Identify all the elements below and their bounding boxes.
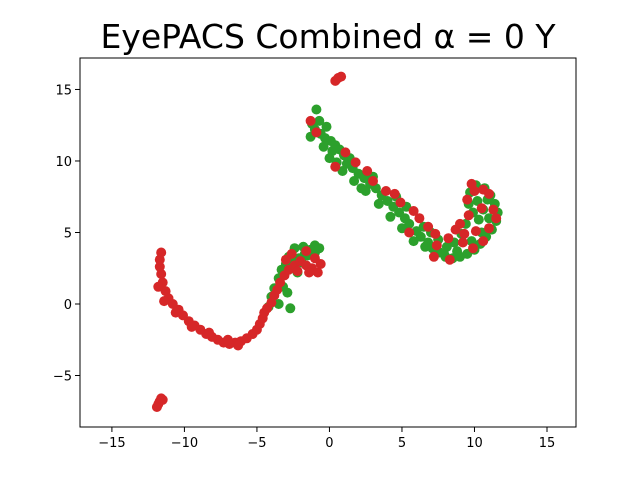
scatter-point xyxy=(473,214,484,225)
scatter-point xyxy=(282,287,293,298)
x-axis: −15 −10 −5 0 5 10 15 xyxy=(98,427,555,451)
scatter-point xyxy=(314,115,325,126)
y-tick-label: −5 xyxy=(53,370,72,385)
scatter-point xyxy=(309,253,320,264)
scatter-point xyxy=(222,334,233,345)
scatter-point xyxy=(466,178,477,189)
scatter-point xyxy=(311,104,322,115)
y-tick-label: 5 xyxy=(64,226,72,241)
scatter-point xyxy=(404,218,415,229)
scatter-point xyxy=(395,197,406,208)
scatter-point xyxy=(318,141,329,152)
scatter-point xyxy=(468,243,478,254)
plot-area-frame xyxy=(79,57,577,428)
scatter-point xyxy=(470,226,481,237)
scatter-point xyxy=(159,296,170,307)
scatter-point xyxy=(151,402,162,412)
scatter-point xyxy=(305,115,316,126)
scatter-point xyxy=(304,267,315,278)
scatter-point xyxy=(404,227,415,238)
scatter-point xyxy=(385,211,396,222)
scatter-point xyxy=(373,198,384,209)
scatter-point xyxy=(153,281,164,292)
x-tick-label: −10 xyxy=(171,436,198,451)
x-tick-label: 15 xyxy=(539,436,556,451)
scatter-point xyxy=(324,153,335,164)
scatter-point xyxy=(154,261,165,272)
scatter-point xyxy=(186,321,197,332)
scatter-point xyxy=(312,267,323,278)
scatter-point xyxy=(280,254,291,265)
scatter-point xyxy=(472,196,483,206)
x-tick-label: −15 xyxy=(98,436,125,451)
scatter-point xyxy=(381,186,391,196)
scatter-point xyxy=(408,206,419,216)
scatter-point xyxy=(337,166,348,176)
chart-title: EyePACS Combined α = 0 Y xyxy=(100,17,556,56)
x-tick-label: 0 xyxy=(325,436,333,451)
scatter-point xyxy=(356,183,367,194)
scatter-point xyxy=(330,161,341,172)
scatter-point xyxy=(491,213,502,224)
scatter-point xyxy=(459,228,470,239)
scatter-point xyxy=(484,223,494,234)
scatter-point xyxy=(389,188,400,199)
y-tick-label: 15 xyxy=(55,83,72,98)
scatter-point xyxy=(204,327,215,338)
scatter-point xyxy=(478,236,489,247)
x-tick-label: 10 xyxy=(466,436,483,451)
y-tick-label: 0 xyxy=(64,298,72,313)
scatter-point xyxy=(397,223,407,234)
scatter-point xyxy=(336,71,347,82)
scatter-point xyxy=(414,213,425,224)
scatter-point xyxy=(311,127,322,138)
scatter-point xyxy=(484,188,494,199)
scatter-point xyxy=(431,240,442,251)
scatter-point xyxy=(463,210,474,221)
scatter-point xyxy=(428,251,439,262)
scatter-point xyxy=(462,194,473,205)
scatter-point xyxy=(423,221,434,232)
scatter-point xyxy=(170,307,181,318)
y-tick-label: 10 xyxy=(55,155,72,170)
scatter-point xyxy=(349,176,360,186)
scatter-point xyxy=(233,340,244,351)
scatter-point xyxy=(444,254,455,265)
scatter-point xyxy=(415,231,426,242)
scatter-point xyxy=(430,228,441,239)
scatter-point xyxy=(457,237,468,248)
scatter-point xyxy=(156,247,167,258)
scatter-point xyxy=(443,233,454,244)
scatter-point xyxy=(350,157,361,168)
scatter-point xyxy=(476,203,487,214)
scatter-point xyxy=(321,121,332,132)
y-axis: −5 0 5 10 15 xyxy=(53,83,80,385)
scatter-point xyxy=(368,176,378,186)
scatter-point xyxy=(314,243,325,254)
scatter-point xyxy=(408,236,419,247)
x-tick-label: −5 xyxy=(247,436,266,451)
scatter-point xyxy=(488,204,499,215)
scatter-point xyxy=(301,246,312,257)
scatter-point xyxy=(420,241,431,252)
scatter-point xyxy=(340,147,351,158)
scatter-point xyxy=(292,266,303,277)
scatter-point xyxy=(362,166,373,176)
points-layer xyxy=(151,71,503,412)
scatter-point xyxy=(452,246,463,257)
scatter-point xyxy=(484,213,494,224)
scatter-point xyxy=(157,394,168,405)
scatter-point xyxy=(455,218,465,229)
scatter-point xyxy=(285,303,296,314)
scatter-point xyxy=(160,286,171,297)
x-tick-label: 5 xyxy=(398,436,406,451)
